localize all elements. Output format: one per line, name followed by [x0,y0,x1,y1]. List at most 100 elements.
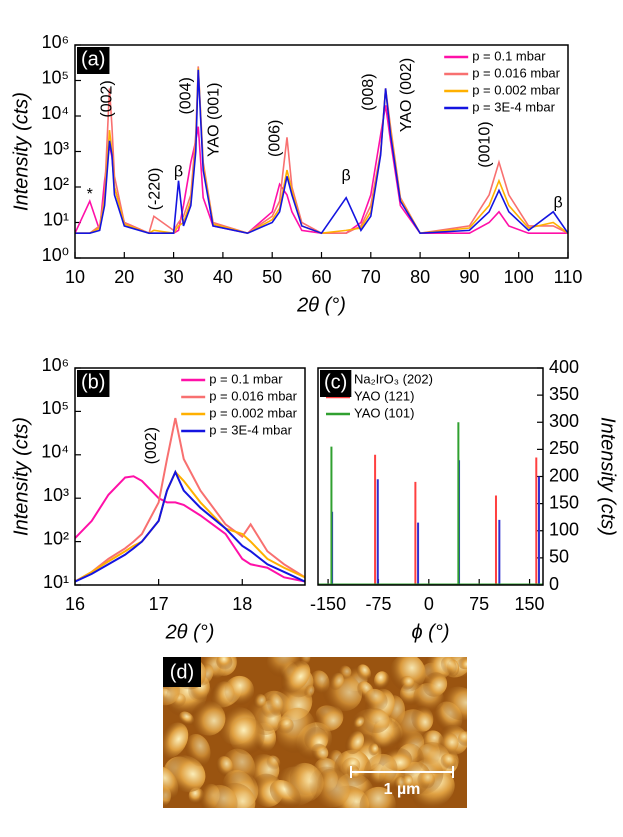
annotation: YAO (001) [206,83,223,157]
afm-grain [422,672,448,697]
afm-grain [191,700,226,736]
plot-area [318,422,543,585]
plot-frame [317,367,544,586]
panel-label: (c) [324,371,347,393]
legend-label: YAO (101) [354,405,414,420]
panel-label-box [77,370,110,397]
x-tick-label: 80 [410,267,430,287]
afm-grain [216,756,233,777]
y-tick-label: 300 [549,411,579,431]
panel-label-box [163,657,201,687]
annotation: (004) [178,77,195,114]
afm-grain [163,766,179,801]
x-tick-label: 20 [114,267,134,287]
y-tick-label: 200 [549,465,579,485]
legend-label: p = 0.1 mbar [472,48,546,63]
annotation: * [87,186,93,203]
annotation: (008) [360,73,377,110]
y-axis-title: Intensity (cts) [10,92,32,211]
afm-grain [364,688,388,711]
x-tick-label: 70 [361,267,381,287]
legend-label: YAO (121) [354,388,414,403]
y-tick-label: 10² [43,174,69,194]
series-line [75,66,568,235]
afm-grain [458,657,467,670]
x-axis-title: ϕ (°) [412,621,450,643]
legend-label: p = 0.016 mbar [472,65,560,80]
y-tick-label: 10³ [43,138,69,158]
afm-grain [309,766,350,808]
afm-grain [363,753,398,787]
y-tick-label: 100 [549,520,579,540]
legend-label: Na₂IrO₃ (202) [354,371,433,386]
panel-label-box [77,47,110,74]
annotation: YAO (002) [398,58,415,132]
x-tick-label: 50 [262,267,282,287]
afm-grain [356,664,371,681]
afm-grain [345,731,365,755]
afm-grain [411,705,434,732]
afm-grain [373,671,390,690]
y-tick-label: 10⁶ [42,355,69,375]
x-tick-label: 150 [515,594,545,614]
chart: 16 17 18 10¹ 10² 10³ 10⁴ 10⁵ 10⁶ (002) p = 0.1 mba… [10,355,306,643]
annotation: (0010) [476,121,493,167]
plot-area [75,66,568,235]
afm-image: (d) 1 µm [163,657,467,808]
x-tick-label: 30 [164,267,184,287]
afm-grains [163,657,467,808]
plot-frame [74,44,569,259]
legend: p = 0.1 mbar p = 0.016 mbar p = 0.002 mbar… [444,48,561,114]
y-tick-label: 10³ [43,485,69,505]
series-line [75,69,568,235]
plot-frame [74,367,306,586]
y-tick-label: 10⁰ [42,245,69,265]
y-tick-label: 50 [549,547,569,567]
legend-label: p = 0.1 mbar [209,371,283,386]
afm-grain [201,784,238,808]
y-axis-title: Intensity (cts) [597,417,619,536]
afm-grain [277,718,294,734]
y-tick-label: 10² [43,528,69,548]
afm-grain [389,657,426,692]
y-tick-label: 0 [549,574,559,594]
afm-grain [416,741,451,775]
series-line [75,417,305,583]
afm-grain [163,722,189,759]
panel-label: (b) [81,371,105,393]
afm-grain [440,686,467,721]
y-tick-label: 10⁵ [42,67,69,87]
afm-grain [360,708,390,734]
afm-grain [400,774,413,788]
annotation: (-220) [147,168,164,211]
y-tick-label: 10¹ [43,209,69,229]
y-tick-label: 10⁴ [41,442,69,462]
x-axis-title: 2θ (°) [296,294,346,316]
legend-label: p = 3E-4 mbar [472,99,555,114]
legend-label: p = 0.016 mbar [209,388,297,403]
afm-grain [216,657,233,670]
afm-grain [267,693,284,716]
x-tick-label: 10 [65,267,85,287]
annotation: (006) [266,120,283,157]
x-tick-label: 90 [459,267,479,287]
plot-area [75,417,305,583]
x-tick-label: 75 [469,594,489,614]
afm-grain [185,733,211,767]
afm-grain [266,755,281,770]
legend: p = 0.1 mbar p = 0.016 mbar p = 0.002 mbar… [181,371,298,437]
annotation: (002) [143,427,160,464]
y-tick-label: 10⁶ [42,32,69,52]
panel-label-box [320,370,352,397]
afm-grain [303,684,315,698]
afm-grain [315,704,344,732]
afm-grain [280,660,311,693]
x-axis-title: 2θ (°) [165,621,215,643]
afm-grain [440,753,456,770]
chart: -150 -75 0 75 150050100150200250300350400Na₂… [310,357,619,644]
x-tick-label: 100 [504,267,534,287]
afm-grain [229,717,265,755]
annotation: (002) [99,80,116,117]
scale-bar-label: 1 µm [384,781,421,798]
